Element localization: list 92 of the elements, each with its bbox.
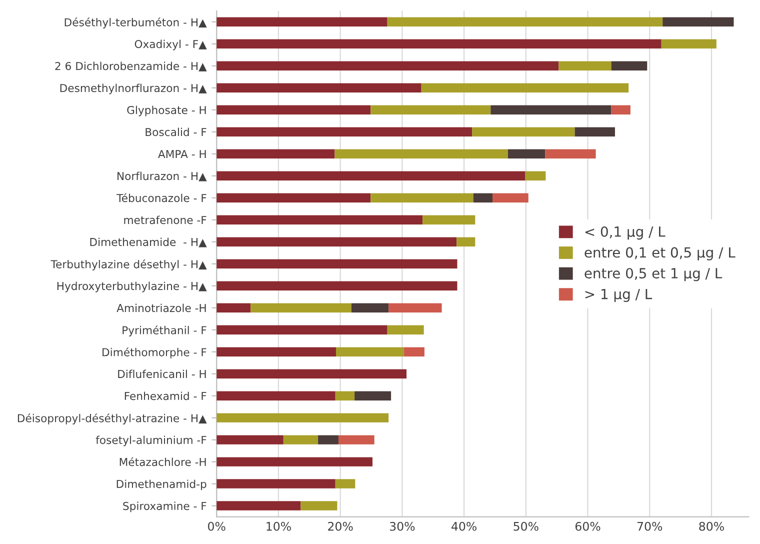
y-tick-label: Tébuconazole - F <box>116 193 206 202</box>
y-tick-label: Métazachlore -H <box>120 457 206 466</box>
x-tick-label: 70% <box>637 522 662 531</box>
bar <box>492 193 528 202</box>
y-tick-label: Dimethenamide - H▲ <box>90 238 207 248</box>
y-tick-label: Terbuthylazine désethyl - H▲ <box>50 260 207 270</box>
bar <box>283 435 318 444</box>
bar <box>490 105 612 114</box>
bar <box>216 171 526 180</box>
bar <box>216 281 458 290</box>
bar <box>216 501 301 510</box>
bar <box>387 17 663 26</box>
legend-label: entre 0,5 et 1 µg / L <box>584 268 722 282</box>
x-tick-label: 10% <box>266 522 291 531</box>
bar <box>216 83 422 92</box>
x-tick-label: 40% <box>452 522 477 531</box>
bar <box>216 17 388 26</box>
bar <box>216 193 371 202</box>
y-tick-label: Déséthyl-terbuméton - H▲ <box>64 18 207 28</box>
x-tick-label: 0% <box>208 522 226 531</box>
bar <box>336 347 404 356</box>
legend-label: < 0,1 µg / L <box>585 226 666 240</box>
bar <box>422 215 476 224</box>
bar <box>545 149 596 158</box>
bar <box>508 149 546 158</box>
bar <box>216 61 559 70</box>
bar <box>387 325 424 334</box>
y-tick-label: Oxadixyl - F▲ <box>134 40 207 50</box>
x-tick-label: 50% <box>514 522 538 531</box>
bar <box>525 171 546 180</box>
bar <box>334 149 508 158</box>
bar <box>611 61 648 70</box>
bar <box>216 259 458 268</box>
legend-label: > 1 µg / L <box>585 288 652 302</box>
bar <box>250 303 352 312</box>
bar <box>370 105 491 114</box>
x-tick-label: 20% <box>328 522 353 531</box>
y-tick-label: Desmethylnorflurazon - H▲ <box>60 84 207 94</box>
bar <box>216 457 372 466</box>
y-tick-label: Hydroxyterbuthylazine - H▲ <box>57 282 207 292</box>
bar <box>216 303 251 312</box>
y-tick-label: Diflufenicanil - H <box>118 370 206 378</box>
y-tick-label: Pyriméthanil - F <box>122 325 206 336</box>
y-tick-label: metrafenone -F <box>124 216 206 224</box>
bar <box>421 83 629 92</box>
bar <box>216 391 336 400</box>
y-tick-label: fosetyl-aluminium -F <box>96 436 206 446</box>
bar <box>472 127 575 136</box>
y-tick-label: Aminotriazole -H <box>116 304 206 312</box>
bar <box>216 105 371 114</box>
bar <box>216 39 662 48</box>
bar <box>456 237 476 246</box>
bar <box>404 347 424 356</box>
y-tick-label: Spiroxamine - F <box>123 502 206 512</box>
bar <box>300 501 338 510</box>
bar <box>216 369 407 378</box>
bar <box>216 435 284 444</box>
y-tick-label: 2 6 Dichlorobenzamide - H▲ <box>55 62 207 72</box>
bar <box>370 193 474 202</box>
y-tick-label: Glyphosate - H <box>127 106 206 116</box>
bar <box>661 39 716 48</box>
y-tick-label: AMPA - H <box>158 150 206 158</box>
bar <box>338 435 374 444</box>
x-tick-label: 60% <box>575 522 600 531</box>
y-tick-label: Fenhexamid - F <box>124 392 206 400</box>
bar <box>335 479 356 488</box>
bar <box>351 303 389 312</box>
bar <box>662 17 734 26</box>
bar <box>216 347 336 356</box>
y-tick-label: Déisopropyl-déséthyl-atrazine - H▲ <box>18 413 207 424</box>
y-tick-label: Boscalid - F <box>146 128 206 136</box>
y-tick-label: Norflurazon - H▲ <box>118 172 207 182</box>
bar <box>216 479 336 488</box>
bar <box>354 391 392 400</box>
bar <box>388 303 442 312</box>
bar <box>335 391 355 400</box>
x-tick-label: 80% <box>699 522 724 531</box>
bar <box>558 61 612 70</box>
bar <box>216 127 472 136</box>
y-tick-label: Diméthomorphe - F <box>102 347 206 358</box>
bar <box>216 413 389 422</box>
x-tick-label: 30% <box>390 522 415 531</box>
legend-label: entre 0,1 et 0,5 µg / L <box>584 247 736 260</box>
bar <box>574 127 615 136</box>
y-tick-label: Dimethenamid-p <box>116 480 206 490</box>
bar <box>318 435 338 444</box>
bar <box>611 105 630 114</box>
bar <box>216 325 388 334</box>
bar <box>216 237 457 246</box>
bar <box>473 193 492 202</box>
bar <box>216 215 423 224</box>
bar <box>216 149 335 158</box>
